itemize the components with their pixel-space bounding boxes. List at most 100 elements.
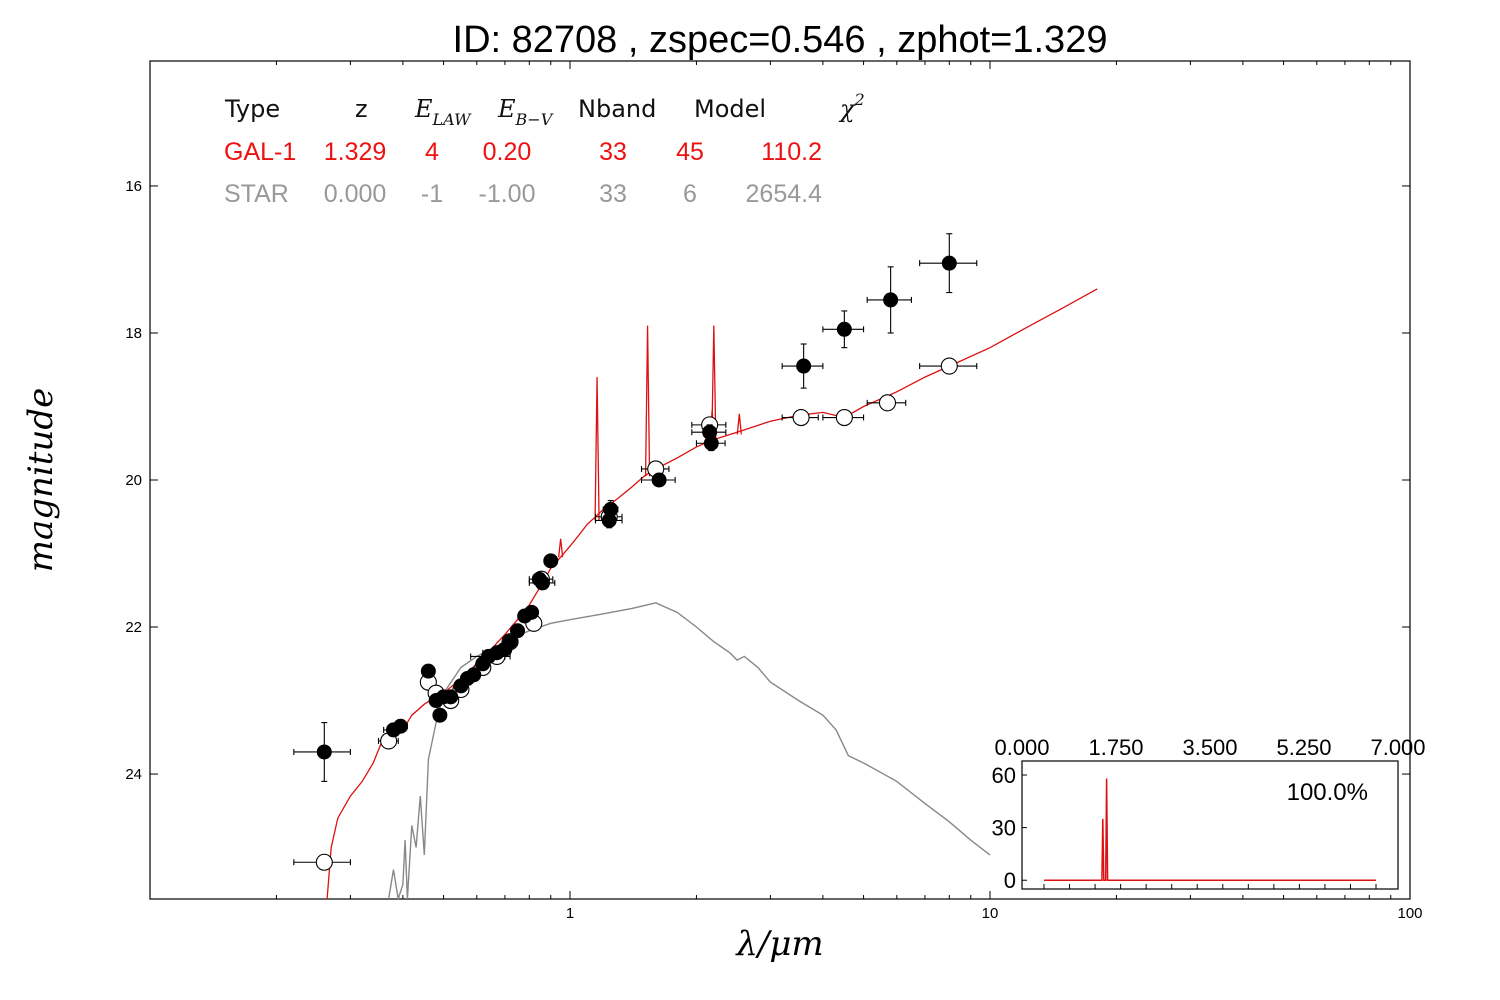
observed-point: [443, 689, 459, 705]
observed-point: [781, 343, 824, 389]
y-tick-label: 20: [125, 472, 142, 489]
observed-marker: [420, 663, 436, 679]
y-tick-label: 16: [125, 178, 142, 195]
chart-title: ID: 82708 , zspec=0.546 , zphot=1.329: [453, 19, 1108, 61]
fit-row-ebv: -1.00: [479, 180, 536, 208]
y-axis-label: magnitude: [21, 388, 61, 573]
observed-point: [866, 266, 912, 334]
observed-point: [822, 310, 865, 349]
y-axis: 16 18 20 22 24: [125, 178, 1410, 783]
observed-point: [695, 435, 726, 452]
model-point: [781, 408, 819, 427]
observed-point: [466, 667, 482, 683]
observed-marker: [432, 707, 448, 723]
fit-row-elaw: 4: [425, 138, 439, 166]
fit-row-z: 1.329: [324, 138, 387, 166]
y-tick-label: 18: [125, 325, 142, 342]
observed-marker: [941, 255, 957, 271]
fit-summary-table: Type z ELAW EB−V Nband Model χ2 GAL-1 1.3…: [224, 90, 865, 208]
observed-marker: [543, 553, 559, 569]
observed-marker: [316, 744, 332, 760]
model-marker: [835, 408, 853, 427]
inset-curve-group: [1044, 778, 1376, 881]
model-point: [822, 408, 865, 427]
inset-frame: [1021, 760, 1399, 890]
observed-point: [528, 575, 556, 591]
y-tick-label: 22: [125, 619, 142, 636]
observed-point: [502, 634, 518, 650]
observed-point: [432, 707, 448, 723]
inset-y-tick-label: 30: [992, 816, 1016, 841]
observed-marker: [510, 623, 526, 639]
inset-x-tick-label: 5.250: [1276, 735, 1331, 760]
header-elaw: ELAW: [414, 95, 472, 129]
observed-point: [420, 663, 436, 679]
fit-row-ebv: 0.20: [483, 138, 532, 166]
observed-point: [602, 500, 619, 519]
emission-line: [711, 325, 717, 440]
photometry-points: [293, 233, 978, 871]
emission-line: [594, 377, 600, 521]
observed-point: [543, 553, 559, 569]
model-marker: [940, 357, 958, 375]
observed-marker: [443, 689, 459, 705]
observed-marker: [836, 321, 852, 337]
model-point: [919, 357, 978, 375]
fit-row-z: 0.000: [324, 180, 387, 208]
inset-x-tick-label: 3.500: [1182, 735, 1237, 760]
y-tick-label: 24: [125, 766, 142, 783]
header-nband: Nband: [578, 95, 656, 123]
star-model-curve: [387, 602, 991, 900]
fit-rows: GAL-1 1.329 4 0.20 33 45 110.2 STAR 0.000 -1 -1.00…: [224, 138, 822, 208]
model-curves: [326, 288, 1098, 900]
observed-marker: [393, 718, 409, 734]
inset-probability-label: 100.0%: [1287, 779, 1368, 806]
header-ebv: EB−V: [497, 95, 554, 129]
header-z: z: [355, 95, 368, 123]
galaxy-model-curve: [326, 288, 1098, 900]
observed-point: [392, 718, 409, 734]
emission-line: [557, 538, 564, 558]
observed-marker: [534, 575, 550, 591]
fit-row-nband: 33: [599, 138, 627, 166]
inset-y-axis: 0 30 60: [992, 763, 1027, 893]
inset-x-tick-label: 7.000: [1370, 735, 1425, 760]
x-tick-label: 100: [1397, 905, 1422, 922]
emission-line: [736, 413, 742, 435]
observed-marker: [703, 435, 719, 451]
inset-pdf-curve: [1044, 778, 1376, 881]
observed-point: [524, 604, 540, 620]
fit-row-model: 6: [683, 180, 697, 208]
observed-point: [919, 233, 978, 294]
x-axis: 1 10 100: [275, 61, 1423, 922]
inset-x-tick-label: 0.000: [994, 735, 1049, 760]
inset-x-tick-label: 1.750: [1088, 735, 1143, 760]
inset-y-tick-label: 60: [992, 763, 1016, 788]
observed-marker: [466, 667, 482, 683]
header-chi2: χ2: [838, 90, 865, 123]
model-point: [419, 673, 437, 691]
header-model: Model: [694, 95, 766, 123]
model-point: [866, 394, 907, 412]
fit-row-elaw: -1: [421, 180, 443, 208]
redshift-pdf-inset: 0.000 1.750 3.500 5.250 7.000 0 30 60 100.0%: [992, 735, 1426, 893]
x-tick-label: 10: [982, 905, 999, 922]
fit-row-nband: 33: [599, 180, 627, 208]
observed-marker: [796, 358, 812, 374]
observed-marker: [883, 292, 899, 308]
fit-row-chi2: 110.2: [761, 138, 822, 166]
x-axis-label: λ/μm: [734, 924, 823, 964]
header-type: Type: [224, 95, 280, 123]
fit-row-type: STAR: [224, 180, 289, 208]
inset-y-tick-label: 0: [1004, 868, 1016, 893]
observed-marker: [524, 604, 540, 620]
model-point: [293, 853, 351, 871]
model-marker: [315, 853, 333, 871]
emission-line: [644, 325, 651, 477]
observed-point: [691, 424, 727, 441]
observed-marker: [603, 501, 619, 517]
x-tick-label: 1: [566, 905, 574, 922]
observed-marker: [502, 634, 518, 650]
inset-x-axis: 0.000 1.750 3.500 5.250 7.000: [994, 735, 1426, 889]
